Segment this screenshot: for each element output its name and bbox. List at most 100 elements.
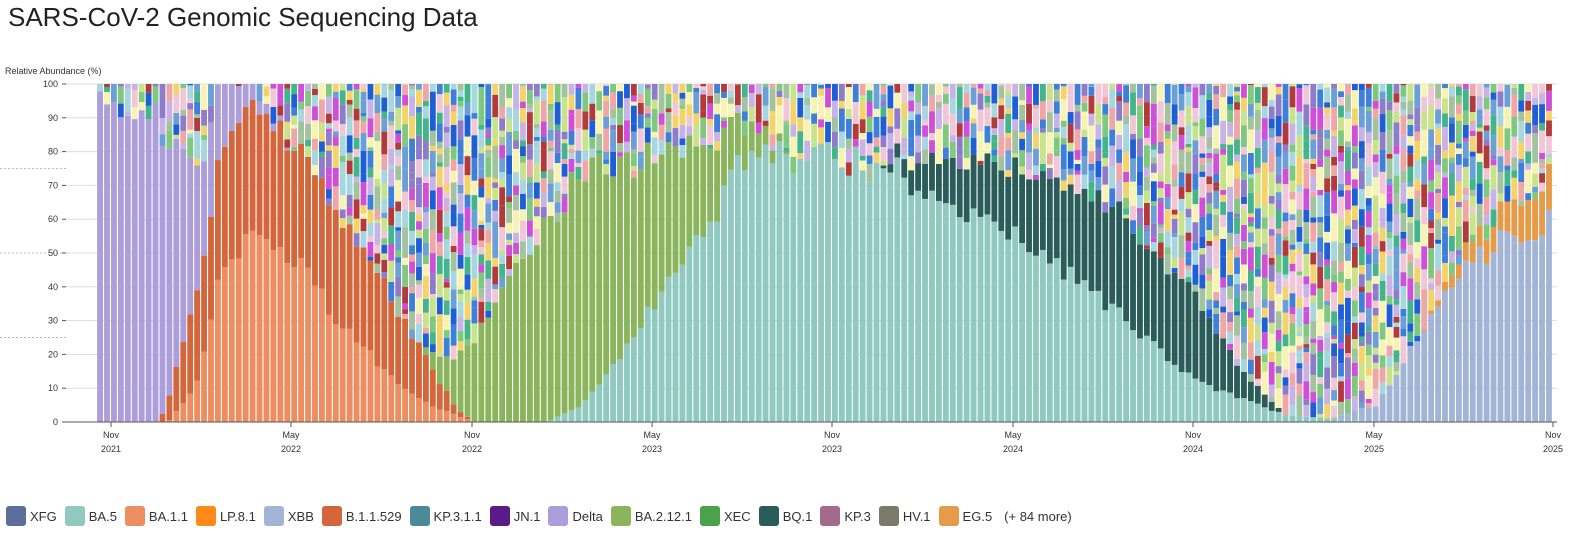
bar-segment — [748, 84, 755, 93]
bar-segment — [360, 112, 367, 117]
bar-segment — [665, 276, 672, 422]
bar-segment — [1303, 347, 1310, 353]
bar-segment — [1220, 97, 1227, 121]
bar-segment — [603, 116, 610, 129]
bar-segment — [291, 84, 298, 95]
bar-segment — [1338, 219, 1344, 243]
legend-item[interactable]: LP.8.1 — [195, 506, 256, 526]
bar-segment — [651, 155, 658, 164]
bar-segment — [873, 152, 880, 163]
legend-item[interactable]: BQ.1 — [758, 506, 812, 526]
legend-item[interactable]: BA.1.1 — [124, 506, 188, 526]
bar-segment — [131, 90, 138, 108]
legend-item[interactable]: HV.1 — [878, 506, 931, 526]
bar-segment — [1351, 396, 1358, 412]
bar-segment — [1171, 179, 1178, 187]
bar-segment — [1365, 166, 1372, 187]
axes: 0102030405060708090100Nov2021May2022Nov2… — [43, 79, 1563, 454]
bar-segment — [644, 127, 651, 143]
bar-segment — [450, 324, 457, 346]
legend-item[interactable]: KP.3 — [820, 506, 871, 526]
bar-segment — [1150, 103, 1157, 127]
bar-segment — [1046, 100, 1053, 113]
bar-segment — [173, 94, 180, 113]
legend-item[interactable]: XEC — [699, 506, 751, 526]
bar-segment — [977, 131, 984, 153]
bar-segment — [1546, 110, 1552, 121]
bar-segment — [1449, 235, 1455, 252]
bar-segment — [998, 119, 1005, 137]
y-tick-label: 10 — [48, 383, 58, 393]
legend-item[interactable]: JN.1 — [489, 506, 540, 526]
bar-segment — [1338, 145, 1344, 153]
bar-segment — [1372, 140, 1379, 155]
bar-segment — [637, 328, 644, 422]
bar-segment — [1102, 152, 1109, 158]
bar-segment — [1490, 227, 1497, 253]
bar-segment — [1213, 292, 1220, 301]
bar-segment — [700, 86, 707, 90]
bar-segment — [1518, 84, 1525, 101]
bar-segment — [1227, 84, 1233, 85]
legend-item[interactable]: XFG — [6, 506, 57, 526]
bar-segment — [173, 112, 180, 125]
bar-segment — [880, 168, 887, 422]
bar-segment — [1137, 171, 1143, 186]
bar-segment — [506, 245, 513, 256]
bar-segment — [832, 131, 838, 142]
bar-segment — [277, 247, 284, 422]
bar-segment — [1213, 108, 1220, 126]
bar-segment — [145, 84, 152, 93]
bar-segment — [353, 120, 360, 138]
legend-label: KP.3 — [844, 508, 871, 524]
bar-segment — [1400, 149, 1407, 153]
bar-segment — [332, 186, 339, 210]
bar-segment — [1026, 86, 1032, 104]
legend-item[interactable]: KP.3.1.1 — [409, 506, 482, 526]
bar-segment — [575, 407, 582, 422]
legend-item[interactable]: BA.5 — [64, 506, 117, 526]
bar-segment — [922, 119, 928, 126]
bar-segment — [478, 272, 485, 289]
bar-segment — [1254, 355, 1261, 379]
bar-segment — [1012, 157, 1019, 227]
bar-segment — [436, 409, 443, 422]
bar-segment — [908, 170, 915, 196]
bar-segment — [1019, 138, 1026, 151]
bar-segment — [956, 156, 963, 169]
bar-segment — [596, 133, 603, 151]
bar-segment — [977, 216, 984, 422]
bar-segment — [1185, 92, 1192, 107]
bar-segment — [492, 166, 499, 179]
bar-segment — [1178, 127, 1185, 136]
bar-segment — [381, 238, 388, 245]
bar-segment — [1275, 228, 1282, 234]
legend-item[interactable]: B.1.1.529 — [321, 506, 402, 526]
bar-segment — [1289, 385, 1296, 406]
legend-swatch — [548, 506, 569, 526]
bar-segment — [499, 118, 506, 131]
legend-more-link[interactable]: (+ 84 more) — [1004, 508, 1072, 524]
legend-item[interactable]: BA.2.12.1 — [610, 506, 692, 526]
bar-segment — [499, 84, 506, 107]
bar-segment — [1088, 95, 1095, 114]
legend-item[interactable]: Delta — [548, 506, 603, 526]
bar-segment — [887, 108, 894, 127]
bar-segment — [1053, 101, 1060, 114]
bar-segment — [783, 124, 790, 148]
bar-segment — [1365, 280, 1372, 293]
bar-segment — [1331, 88, 1337, 108]
bar-segment — [1164, 124, 1171, 132]
bar-segment — [644, 113, 651, 118]
bar-segment — [478, 129, 485, 148]
bar-segment — [159, 117, 166, 135]
bar-segment — [1351, 316, 1358, 323]
bar-segment — [1254, 208, 1261, 229]
bar-segment — [1525, 133, 1532, 152]
y-tick-label: 80 — [48, 147, 58, 157]
bar-segment — [1310, 96, 1317, 108]
bar-segment — [1442, 232, 1448, 256]
legend-item[interactable]: XBB — [263, 506, 314, 526]
bar-segment — [1081, 136, 1088, 157]
legend-item[interactable]: EG.5 — [938, 506, 992, 526]
